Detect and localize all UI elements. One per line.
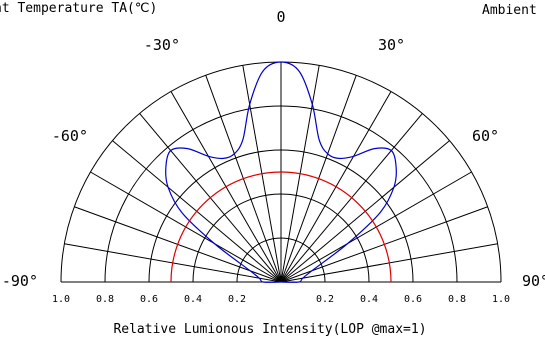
radial-tick-label: 0.6	[404, 294, 422, 305]
angle-label: -30°	[144, 36, 180, 54]
series-layer	[165, 61, 397, 283]
angle-label: -90°	[2, 272, 38, 290]
radial-tick-label: 0.4	[360, 294, 378, 305]
radial-tick-label: 0.4	[184, 294, 202, 305]
series-line-0	[165, 61, 397, 283]
angle-label: 90°	[522, 272, 545, 290]
angle-label: -60°	[52, 127, 88, 145]
angle-label: 0	[276, 8, 285, 26]
x-axis-title: Relative Lumionous Intensity(LOP @max=1)	[113, 322, 426, 337]
radial-tick-label: 1.0	[52, 294, 70, 305]
radial-tick-label: 0.2	[228, 294, 246, 305]
radial-tick-label: 0.2	[316, 294, 334, 305]
header-left-text: nt Temperature TA(℃)	[0, 1, 157, 16]
header-right-text: Ambient	[482, 3, 537, 18]
angle-label: 30°	[378, 36, 405, 54]
radial-tick-label: 1.0	[492, 294, 510, 305]
label-layer: nt Temperature TA(℃) Ambient Relative Lu…	[0, 1, 545, 337]
radial-tick-label: 0.8	[96, 294, 114, 305]
radial-tick-label: 0.6	[140, 294, 158, 305]
series-line-1	[170, 171, 392, 283]
angle-label: 60°	[472, 127, 499, 145]
radial-tick-label: 0.8	[448, 294, 466, 305]
